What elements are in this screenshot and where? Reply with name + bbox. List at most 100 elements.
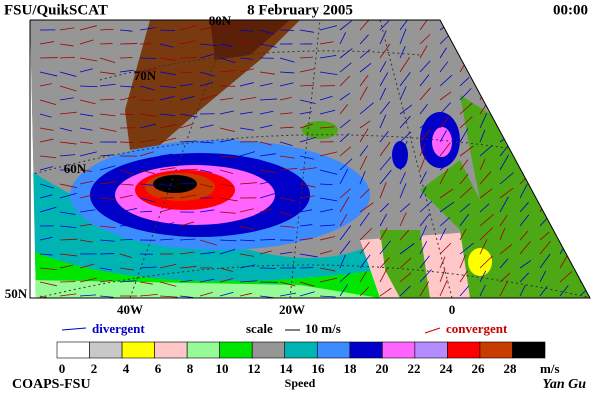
wind-arrow bbox=[439, 217, 450, 227]
wind-arrow bbox=[579, 147, 590, 157]
wind-arrow bbox=[159, 137, 177, 143]
wind-arrow bbox=[319, 109, 336, 115]
wind-arrow bbox=[199, 169, 213, 173]
wind-arrow bbox=[399, 159, 408, 171]
wind-arrow bbox=[119, 69, 135, 73]
wind-arrow bbox=[379, 287, 392, 297]
wind-arrow bbox=[239, 239, 255, 242]
wind-arrow bbox=[59, 127, 73, 132]
wind-arrow bbox=[39, 138, 54, 143]
wind-arrow bbox=[179, 71, 193, 74]
colorbar-tick: 26 bbox=[472, 361, 486, 376]
wind-arrow bbox=[479, 49, 491, 59]
wind-arrow bbox=[519, 99, 531, 115]
wind-arrow bbox=[379, 30, 387, 45]
wind-arrow bbox=[339, 225, 352, 241]
wind-arrow bbox=[199, 141, 214, 144]
wind-arrow bbox=[439, 91, 452, 101]
wind-arrow bbox=[299, 195, 315, 199]
wind-arrow bbox=[399, 28, 407, 45]
wind-arrow bbox=[159, 153, 173, 157]
wind-arrow bbox=[139, 99, 155, 102]
wind-arrow bbox=[99, 225, 116, 229]
wind-arrow bbox=[439, 116, 450, 129]
wind-arrow bbox=[119, 194, 133, 199]
wind-arrow bbox=[519, 272, 529, 283]
wind-arrow bbox=[459, 213, 470, 227]
wind-arrow bbox=[539, 101, 554, 115]
wind-arrow bbox=[579, 231, 590, 241]
wind-arrow bbox=[159, 57, 177, 61]
wind-arrow bbox=[139, 139, 157, 143]
wind-arrow bbox=[459, 173, 469, 185]
wind-arrow bbox=[479, 77, 490, 87]
wind-arrow bbox=[299, 281, 315, 287]
wind-arrow bbox=[79, 169, 93, 172]
wind-arrow bbox=[79, 25, 97, 31]
wind-arrow bbox=[259, 124, 273, 129]
wind-arrow bbox=[379, 156, 392, 171]
wind-arrow bbox=[479, 129, 486, 143]
wind-arrow bbox=[199, 71, 216, 77]
wind-arrow bbox=[379, 213, 388, 227]
colorbar-tick: 10 bbox=[216, 361, 229, 376]
wind-arrow bbox=[519, 20, 529, 31]
wind-arrow bbox=[519, 230, 529, 241]
wind-arrow bbox=[399, 72, 411, 87]
color-swatch bbox=[186, 341, 220, 359]
wind-arrow bbox=[299, 68, 315, 73]
wind-arrow bbox=[419, 155, 427, 171]
colorbar-tick: 0 bbox=[59, 361, 66, 376]
wind-arrow bbox=[39, 99, 57, 106]
wind-arrow bbox=[119, 280, 137, 283]
wind-arrow bbox=[559, 145, 572, 157]
wind-arrow bbox=[439, 102, 452, 115]
wind-arrow bbox=[479, 61, 489, 73]
wind-arrow bbox=[99, 57, 116, 63]
wind-arrow bbox=[259, 250, 272, 255]
wind-arrow bbox=[79, 57, 98, 62]
wind-arrow bbox=[499, 45, 508, 59]
header-time: 00:00 bbox=[553, 2, 588, 18]
wind-arrow bbox=[439, 242, 452, 255]
wind-arrow bbox=[359, 102, 374, 115]
wind-arrow bbox=[139, 169, 155, 175]
wind-arrow bbox=[79, 263, 95, 269]
legend-scale: scale bbox=[246, 321, 273, 336]
wind-arrow bbox=[59, 97, 74, 101]
wind-arrow bbox=[159, 183, 177, 188]
wind-arrow bbox=[419, 129, 431, 143]
wind-arrow bbox=[339, 240, 351, 255]
wind-arrow bbox=[479, 227, 494, 241]
colorbar-tick: 16 bbox=[312, 361, 326, 376]
wind-arrow bbox=[59, 111, 77, 115]
wind-arrow bbox=[439, 130, 447, 143]
wind-arrow bbox=[179, 251, 195, 255]
wind-arrow bbox=[219, 155, 237, 158]
wind-arrow bbox=[99, 127, 117, 132]
wind-arrow bbox=[259, 43, 277, 48]
wind-arrow bbox=[179, 221, 195, 227]
wind-arrow bbox=[419, 74, 430, 87]
wind-arrow bbox=[359, 120, 371, 129]
wind-arrow bbox=[59, 211, 76, 215]
wind-arrow bbox=[59, 27, 75, 31]
wind-arrow bbox=[279, 292, 297, 297]
wind-arrow bbox=[399, 104, 413, 115]
wind-arrow bbox=[199, 239, 217, 246]
wind-arrow bbox=[499, 118, 513, 129]
wind-arrow bbox=[179, 40, 196, 45]
wind-arrow bbox=[239, 68, 255, 73]
wind-arrow bbox=[419, 60, 431, 73]
wind-arrow bbox=[199, 183, 213, 188]
wind-arrow bbox=[499, 227, 506, 241]
wind-arrow bbox=[399, 131, 412, 143]
wind-arrow bbox=[239, 253, 254, 257]
wind-arrow bbox=[419, 45, 428, 59]
wind-arrow bbox=[519, 284, 526, 297]
wind-arrow bbox=[559, 59, 567, 73]
wind-arrow bbox=[179, 194, 197, 199]
wind-arrow bbox=[99, 98, 115, 101]
wind-arrow bbox=[279, 141, 293, 147]
wind-arrow bbox=[39, 155, 57, 159]
